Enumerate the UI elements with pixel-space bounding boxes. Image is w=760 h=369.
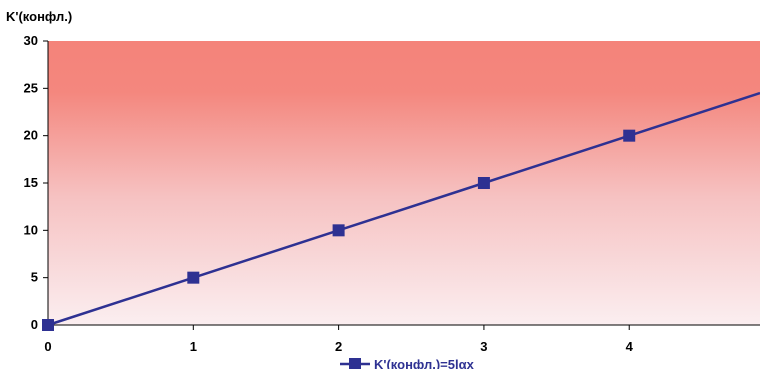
legend: K'(конфл.)=5lαx — [340, 357, 475, 369]
y-axis-title: K'(конфл.) — [6, 9, 72, 24]
data-point — [42, 319, 54, 331]
plot-area — [48, 41, 760, 325]
legend-marker — [349, 358, 361, 369]
data-point — [332, 224, 345, 237]
x-tick-label: 2 — [335, 339, 342, 354]
data-point — [477, 177, 490, 189]
y-tick-label: 15 — [24, 175, 38, 190]
y-axis: 0 5 10 15 20 25 30 — [24, 33, 49, 332]
series-line — [47, 91, 760, 327]
data-point — [623, 129, 636, 142]
x-tick-label: 1 — [190, 339, 197, 354]
y-tick-label: 20 — [24, 128, 38, 143]
x-tick-label: 3 — [480, 339, 487, 354]
x-tick-label: 0 — [44, 339, 51, 354]
x-axis: 0 1 2 3 4 — [44, 324, 760, 354]
y-tick-label: 0 — [31, 317, 38, 332]
legend-label: K'(конфл.)=5lαx — [374, 357, 475, 369]
x-tick-label: 4 — [626, 339, 634, 354]
data-point — [187, 271, 200, 284]
series-group — [42, 91, 760, 331]
y-tick-label: 5 — [31, 270, 38, 285]
y-tick-label: 25 — [24, 80, 38, 95]
y-tick-label: 10 — [24, 222, 38, 237]
y-tick-label: 30 — [24, 33, 38, 48]
